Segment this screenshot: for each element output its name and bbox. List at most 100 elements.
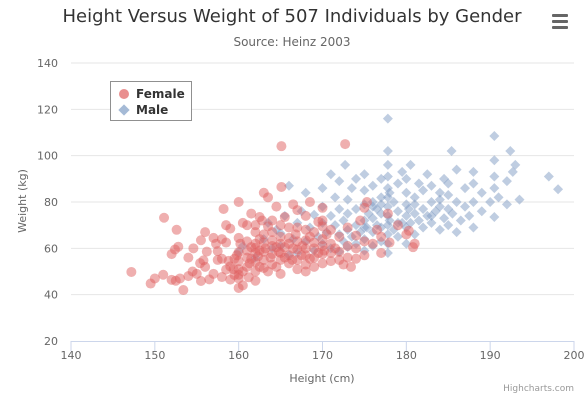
female-point[interactable] xyxy=(208,268,219,279)
female-point[interactable] xyxy=(183,252,194,263)
female-point[interactable] xyxy=(254,212,265,223)
male-point[interactable] xyxy=(489,155,500,166)
male-point[interactable] xyxy=(489,212,500,223)
male-point[interactable] xyxy=(382,113,393,124)
female-point[interactable] xyxy=(212,246,223,257)
male-point[interactable] xyxy=(376,192,387,203)
legend-item-male[interactable]: Male xyxy=(118,102,168,118)
female-point[interactable] xyxy=(250,275,261,286)
female-point[interactable] xyxy=(271,201,282,212)
female-point[interactable] xyxy=(403,225,414,236)
male-point[interactable] xyxy=(392,178,403,189)
male-point[interactable] xyxy=(485,197,496,207)
male-point[interactable] xyxy=(443,190,454,201)
male-point[interactable] xyxy=(493,192,504,203)
male-point[interactable] xyxy=(397,166,408,177)
female-point[interactable] xyxy=(195,235,206,246)
male-point[interactable] xyxy=(426,197,437,207)
male-point[interactable] xyxy=(501,199,512,210)
female-point[interactable] xyxy=(250,227,261,238)
male-point[interactable] xyxy=(443,220,454,231)
male-point[interactable] xyxy=(464,210,475,221)
female-point[interactable] xyxy=(351,243,362,254)
female-point[interactable] xyxy=(158,269,169,280)
male-point[interactable] xyxy=(409,192,420,203)
female-point[interactable] xyxy=(263,192,274,203)
female-point[interactable] xyxy=(208,232,219,243)
male-point[interactable] xyxy=(405,217,416,228)
male-point[interactable] xyxy=(409,199,420,210)
male-point[interactable] xyxy=(455,215,466,226)
male-point[interactable] xyxy=(346,183,357,194)
male-point[interactable] xyxy=(418,222,429,233)
female-point[interactable] xyxy=(300,266,311,277)
male-point[interactable] xyxy=(434,187,445,198)
male-point[interactable] xyxy=(418,203,429,214)
hamburger-menu-icon[interactable] xyxy=(550,12,570,30)
male-point[interactable] xyxy=(409,208,420,219)
male-point[interactable] xyxy=(325,169,336,180)
male-point[interactable] xyxy=(382,171,393,182)
male-point[interactable] xyxy=(514,194,525,205)
female-point[interactable] xyxy=(200,261,211,272)
female-point[interactable] xyxy=(237,280,248,291)
female-point[interactable] xyxy=(263,221,274,232)
male-point[interactable] xyxy=(426,217,437,228)
female-point[interactable] xyxy=(342,252,353,263)
male-point[interactable] xyxy=(351,173,362,184)
legend-item-female[interactable]: Female xyxy=(119,86,185,102)
male-point[interactable] xyxy=(367,213,378,224)
male-point[interactable] xyxy=(468,197,479,207)
male-point[interactable] xyxy=(392,206,403,217)
male-point[interactable] xyxy=(300,187,311,198)
female-point[interactable] xyxy=(325,256,336,267)
male-point[interactable] xyxy=(334,203,345,214)
male-point[interactable] xyxy=(501,176,512,187)
female-point[interactable] xyxy=(275,220,286,231)
male-point[interactable] xyxy=(413,178,424,189)
male-point[interactable] xyxy=(443,178,454,189)
female-point[interactable] xyxy=(351,230,362,241)
female-point[interactable] xyxy=(346,261,357,272)
female-point[interactable] xyxy=(300,210,311,221)
female-point[interactable] xyxy=(221,220,232,231)
female-point[interactable] xyxy=(317,202,328,213)
female-point[interactable] xyxy=(233,256,244,267)
male-point[interactable] xyxy=(382,146,393,157)
male-point[interactable] xyxy=(434,194,445,205)
male-point[interactable] xyxy=(489,130,500,141)
female-point[interactable] xyxy=(178,285,189,296)
female-point[interactable] xyxy=(221,237,232,248)
female-point[interactable] xyxy=(233,247,244,258)
female-point[interactable] xyxy=(126,266,137,277)
female-point[interactable] xyxy=(171,224,182,235)
male-point[interactable] xyxy=(489,171,500,182)
male-point[interactable] xyxy=(422,169,433,180)
male-point[interactable] xyxy=(460,183,471,194)
female-point[interactable] xyxy=(283,222,294,233)
male-point[interactable] xyxy=(446,146,457,157)
male-point[interactable] xyxy=(401,187,412,198)
female-point[interactable] xyxy=(246,208,257,219)
male-point[interactable] xyxy=(384,187,395,198)
female-point[interactable] xyxy=(309,261,320,272)
male-point[interactable] xyxy=(359,169,370,180)
male-point[interactable] xyxy=(342,194,353,205)
female-point[interactable] xyxy=(201,246,212,257)
female-point[interactable] xyxy=(188,243,199,254)
female-point[interactable] xyxy=(288,199,299,210)
female-point[interactable] xyxy=(342,241,353,252)
male-point[interactable] xyxy=(342,208,353,219)
male-point[interactable] xyxy=(447,208,458,219)
male-point[interactable] xyxy=(376,199,387,210)
male-point[interactable] xyxy=(434,224,445,235)
female-point[interactable] xyxy=(258,229,269,240)
female-point[interactable] xyxy=(300,243,311,254)
male-point[interactable] xyxy=(451,227,462,238)
female-point[interactable] xyxy=(216,272,227,283)
female-point[interactable] xyxy=(276,141,287,152)
male-point[interactable] xyxy=(392,231,403,242)
female-point[interactable] xyxy=(355,215,366,226)
male-point[interactable] xyxy=(505,146,516,157)
male-point[interactable] xyxy=(283,180,294,191)
